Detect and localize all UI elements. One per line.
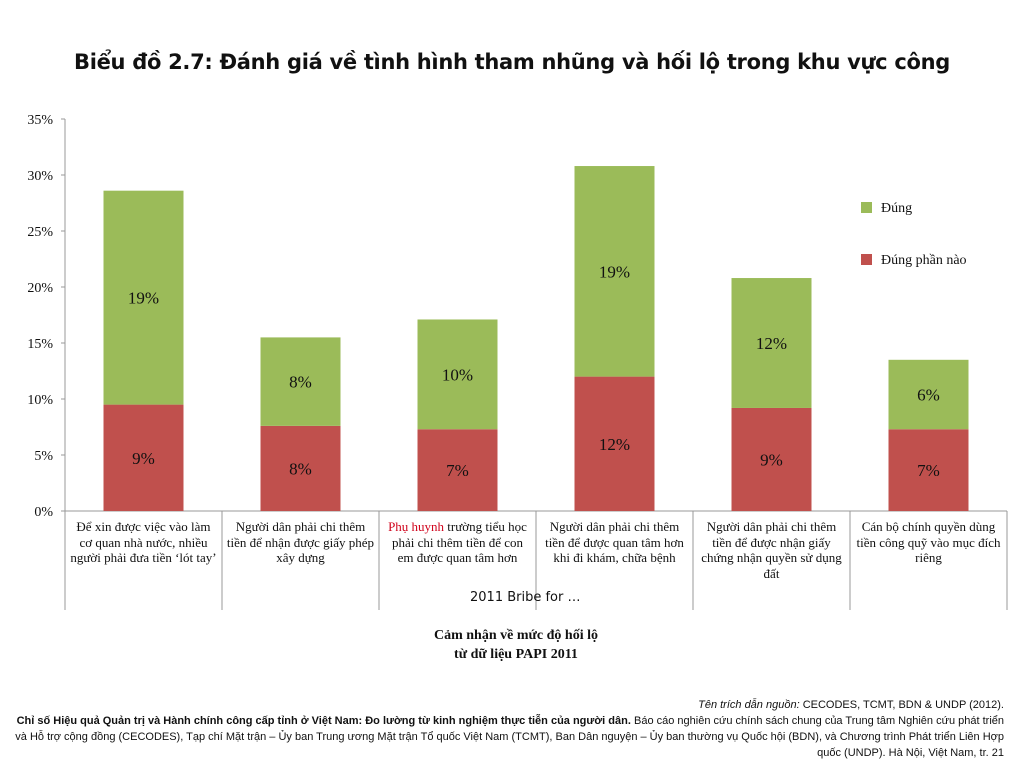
bar-segment: [888, 429, 969, 511]
data-label: 8%: [289, 373, 312, 392]
bar-segment: [260, 425, 341, 511]
data-label: 9%: [132, 449, 155, 468]
source-ref: CECODES, TCMT, BDN & UNDP (2012).: [802, 699, 1004, 711]
category-label: Người dân phải chi thêm tiền để nhận đượ…: [226, 519, 375, 565]
legend-label: Đúng: [881, 201, 912, 216]
y-tick-label: 10%: [27, 393, 53, 408]
bar-segment: [103, 404, 184, 511]
bar-segment: [731, 278, 812, 408]
y-tick-label: 5%: [34, 449, 53, 464]
category-label: Phụ huynh trường tiểu học phải chi thêm …: [388, 519, 527, 565]
bar-segment: [417, 429, 498, 511]
bar-segment: [417, 319, 498, 430]
legend-swatch: [861, 202, 872, 213]
source-body: Báo cáo nghiên cứu chính sách chung của …: [15, 715, 1004, 759]
category-label: Cán bộ chính quyền dùng tiền công quỹ và…: [856, 519, 1001, 565]
source-title: Chỉ số Hiệu quả Quản trị và Hành chính c…: [16, 715, 631, 727]
data-label: 12%: [599, 435, 630, 454]
source-citation: Tên trích dẫn nguồn: CECODES, TCMT, BDN …: [14, 697, 1004, 761]
y-tick-label: 25%: [27, 225, 53, 240]
data-label: 19%: [599, 262, 630, 281]
y-tick-label: 0%: [34, 505, 53, 520]
bar-segment: [888, 359, 969, 430]
data-label: 7%: [917, 461, 940, 480]
data-label: 10%: [442, 365, 473, 384]
chart-subtitle: Cảm nhận về mức độ hối lộ từ dữ liệu PAP…: [366, 626, 666, 664]
bar-segment: [574, 376, 655, 511]
subtitle-line-1: Cảm nhận về mức độ hối lộ: [434, 628, 598, 643]
bar-segment: [574, 166, 655, 377]
data-label: 19%: [128, 289, 159, 308]
series-axis-label: 2011 Bribe for …: [470, 590, 581, 605]
chart-title: Biểu đồ 2.7: Đánh giá về tình hình tham …: [74, 50, 950, 74]
bar-segment: [731, 407, 812, 511]
bar-segment: [260, 337, 341, 426]
data-label: 6%: [917, 386, 940, 405]
legend-swatch: [861, 254, 872, 265]
subtitle-line-2: từ dữ liệu PAPI 2011: [454, 647, 578, 662]
data-label: 12%: [756, 334, 787, 353]
source-label: Tên trích dẫn nguồn:: [698, 699, 800, 711]
category-label: Để xin được việc vào làm cơ quan nhà nướ…: [70, 519, 217, 565]
bar-segment: [103, 190, 184, 405]
data-label: 9%: [760, 450, 783, 469]
data-label: 7%: [446, 461, 469, 480]
y-tick-label: 20%: [27, 281, 53, 296]
y-tick-label: 15%: [27, 337, 53, 352]
category-label: Người dân phải chi thêm tiền để được nhậ…: [701, 519, 842, 581]
data-label: 8%: [289, 459, 312, 478]
legend-label: Đúng phần nào: [881, 253, 967, 268]
y-tick-label: 35%: [27, 113, 53, 128]
y-tick-label: 30%: [27, 169, 53, 184]
category-label: Người dân phải chi thêm tiền để được qua…: [545, 519, 684, 565]
